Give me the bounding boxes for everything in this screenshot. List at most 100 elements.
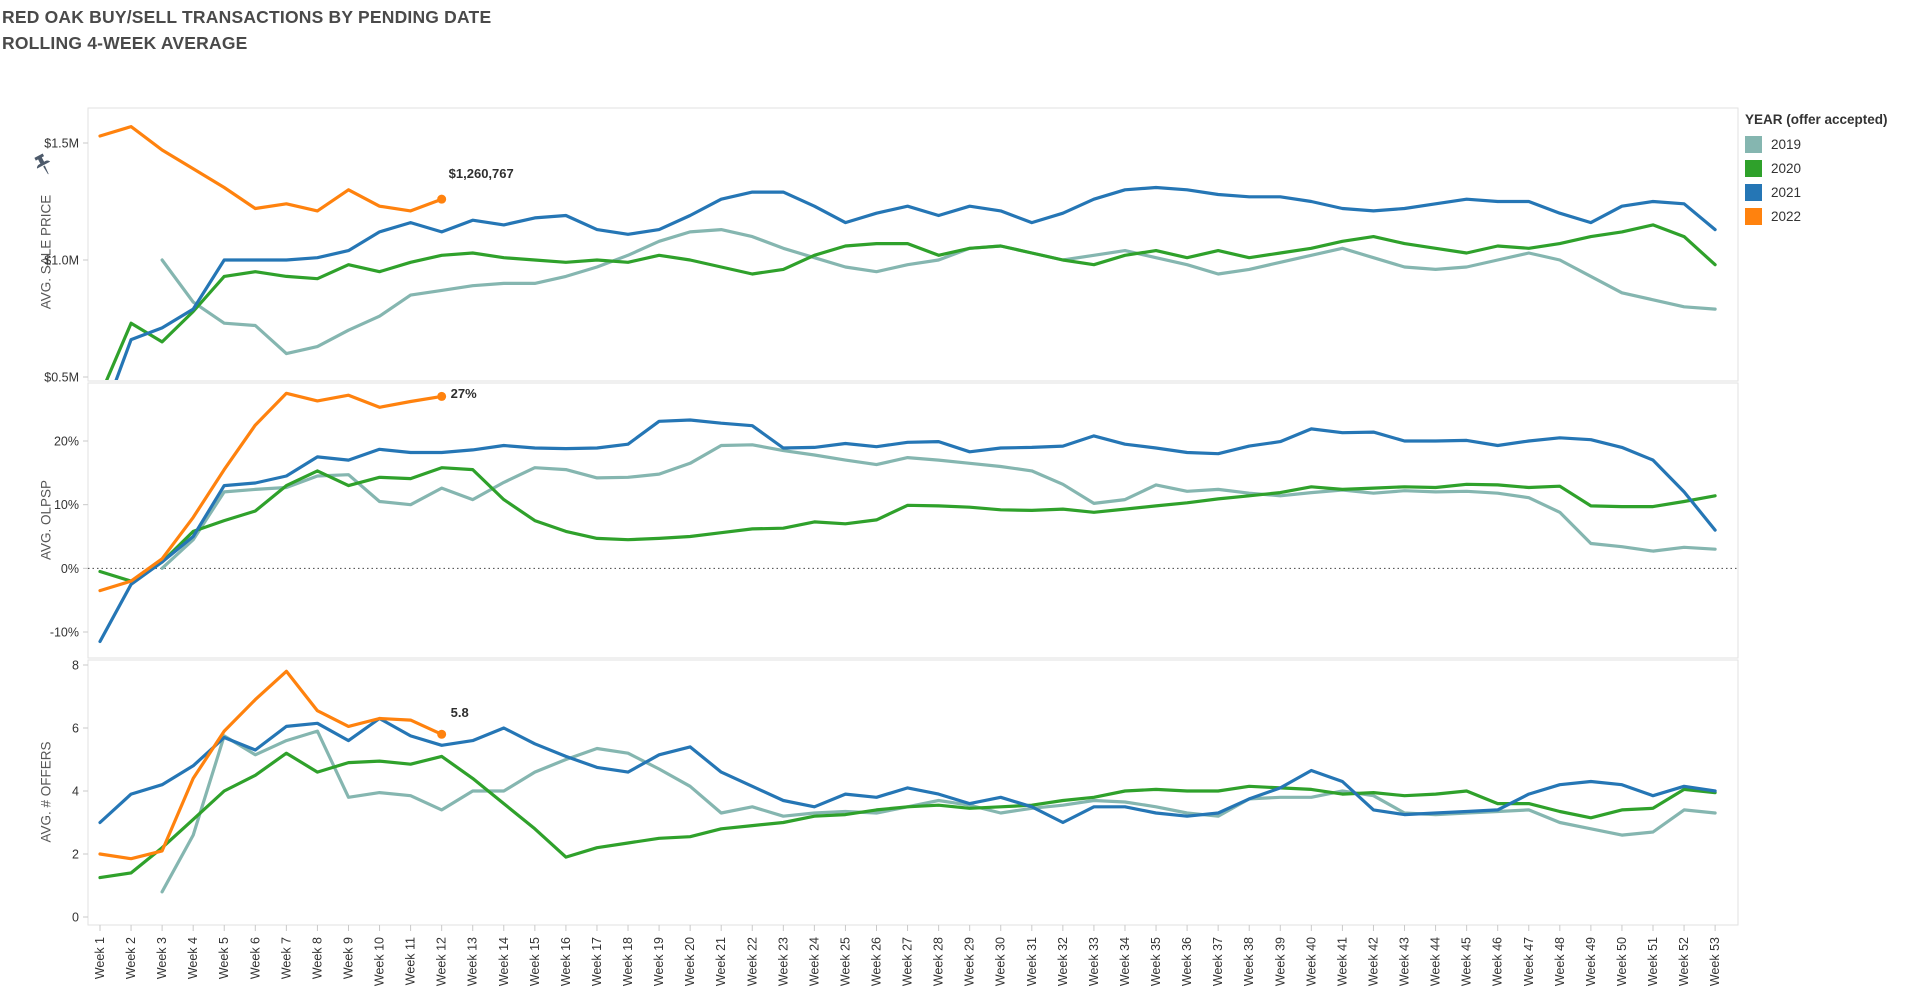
x-tick-label: Week 28 <box>932 937 946 986</box>
y-tick-label: $1.0M <box>44 254 79 268</box>
x-tick-label: Week 4 <box>186 937 200 979</box>
legend-swatch-2021 <box>1745 183 1762 201</box>
legend-item-2022[interactable]: 2022 <box>1745 204 1888 228</box>
legend-item-2020[interactable]: 2020 <box>1745 156 1888 180</box>
x-tick-label: Week 6 <box>248 937 262 979</box>
y-tick-label: 2 <box>72 848 79 862</box>
endpoint-dot-2022-avg-sale-price <box>437 194 447 204</box>
x-tick-label: Week 36 <box>1180 937 1194 986</box>
x-tick-label: Week 16 <box>559 937 573 986</box>
x-tick-label: Week 44 <box>1429 937 1443 986</box>
x-tick-label: Week 40 <box>1304 937 1318 986</box>
y-tick-label: 0% <box>61 562 79 576</box>
legend-title: YEAR (offer accepted) <box>1745 112 1888 127</box>
x-tick-label: Week 12 <box>435 937 449 986</box>
x-tick-label: Week 50 <box>1615 937 1629 986</box>
x-tick-label: Week 7 <box>279 937 293 979</box>
legend-item-2019[interactable]: 2019 <box>1745 132 1888 156</box>
line-2020-avg-sale-price[interactable] <box>100 223 1717 396</box>
legend-swatch-2020 <box>1745 159 1762 177</box>
chart-title-line1: RED OAK BUY/SELL TRANSACTIONS BY PENDING… <box>2 7 492 27</box>
x-tick-label: Week 13 <box>466 937 480 986</box>
y-tick-label: 6 <box>72 722 79 736</box>
y-tick-label: 0 <box>72 911 79 925</box>
x-tick-label: Week 35 <box>1149 937 1163 986</box>
line-2021-avg-offers[interactable] <box>98 716 1717 825</box>
x-tick-label: Week 47 <box>1522 937 1536 986</box>
endpoint-dot-2022-avg-offers <box>437 729 447 739</box>
x-tick-label: Week 8 <box>310 937 324 979</box>
x-tick-label: Week 41 <box>1335 937 1349 986</box>
line-2022-avg-sale-price[interactable] <box>98 125 444 213</box>
line-2019-avg-olpsp[interactable] <box>160 443 1717 570</box>
x-tick-label: Week 24 <box>807 937 821 986</box>
y-tick-label: 20% <box>54 435 79 449</box>
x-tick-label: Week 42 <box>1366 937 1380 986</box>
x-tick-label: Week 37 <box>1211 937 1225 986</box>
x-tick-label: Week 2 <box>124 937 138 979</box>
x-tick-label: Week 52 <box>1677 937 1691 986</box>
x-tick-label: Week 46 <box>1491 937 1505 986</box>
x-tick-label: Week 53 <box>1708 937 1722 986</box>
x-tick-label: Week 38 <box>1242 937 1256 986</box>
panel-avg-olpsp <box>87 382 1739 659</box>
y-tick-label: 10% <box>54 498 79 512</box>
legend-swatch-2022 <box>1745 207 1762 225</box>
annotation-sale-price: $1,260,767 <box>448 166 514 182</box>
line-2019-avg-sale-price[interactable] <box>160 228 1717 356</box>
panel-avg-offers <box>87 659 1739 926</box>
x-tick-label: Week 14 <box>497 937 511 986</box>
x-tick-label: Week 45 <box>1460 937 1474 986</box>
legend-label: 2019 <box>1771 136 1802 152</box>
y-tick-label: $0.5M <box>44 371 79 385</box>
x-tick-label: Week 19 <box>652 937 666 986</box>
x-tick-label: Week 25 <box>838 937 852 986</box>
x-tick-label: Week 20 <box>683 937 697 986</box>
x-tick-label: Week 43 <box>1398 937 1412 986</box>
x-tick-label: Week 18 <box>621 937 635 986</box>
x-tick-label: Week 15 <box>528 937 542 986</box>
x-tick-label: Week 17 <box>590 937 604 986</box>
x-tick-label: Week 1 <box>93 937 107 979</box>
chart-title: RED OAK BUY/SELL TRANSACTIONS BY PENDING… <box>2 4 491 56</box>
x-tick-label: Week 34 <box>1118 937 1132 986</box>
x-tick-label: Week 48 <box>1553 937 1567 986</box>
pin-icon[interactable] <box>25 147 63 185</box>
line-2022-avg-offers[interactable] <box>98 669 444 861</box>
x-tick-label: Week 27 <box>901 937 915 986</box>
line-2020-avg-olpsp[interactable] <box>98 466 1717 583</box>
x-tick-label: Week 10 <box>373 937 387 986</box>
x-tick-label: Week 5 <box>217 937 231 979</box>
x-tick-label: Week 11 <box>404 937 418 985</box>
legend-label: 2022 <box>1771 208 1802 224</box>
chart-title-line2: ROLLING 4-WEEK AVERAGE <box>2 33 248 53</box>
line-2022-avg-olpsp[interactable] <box>98 391 444 593</box>
legend: YEAR (offer accepted) 2019 2020 2021 2022 <box>1745 112 1888 228</box>
x-tick-label: Week 29 <box>963 937 977 986</box>
x-tick-label: Week 22 <box>745 937 759 986</box>
x-tick-label: Week 32 <box>1056 937 1070 986</box>
legend-label: 2021 <box>1771 184 1802 200</box>
x-tick-label: Week 30 <box>994 937 1008 986</box>
y-tick-label: -10% <box>50 626 79 640</box>
y-tick-label: $1.5M <box>44 137 79 151</box>
legend-item-2021[interactable]: 2021 <box>1745 180 1888 204</box>
x-tick-label: Week 3 <box>155 937 169 979</box>
x-tick-label: Week 21 <box>714 937 728 986</box>
annotation-olpsp: 27% <box>450 386 477 402</box>
x-tick-label: Week 49 <box>1584 937 1598 986</box>
endpoint-dot-2022-avg-olpsp <box>437 391 447 401</box>
x-tick-label: Week 23 <box>776 937 790 986</box>
legend-items: 2019 2020 2021 2022 <box>1745 132 1888 228</box>
line-2021-avg-sale-price[interactable] <box>100 185 1717 424</box>
annotation-offers: 5.8 <box>450 705 469 721</box>
panel-avg-sale-price <box>87 107 1739 382</box>
legend-swatch-2019 <box>1745 135 1762 153</box>
y-tick-label: 4 <box>72 785 79 799</box>
legend-label: 2020 <box>1771 160 1802 176</box>
line-2020-avg-offers[interactable] <box>98 751 1717 880</box>
x-tick-label: Week 9 <box>341 937 355 979</box>
line-2021-avg-olpsp[interactable] <box>98 418 1717 644</box>
x-tick-label: Week 26 <box>870 937 884 986</box>
